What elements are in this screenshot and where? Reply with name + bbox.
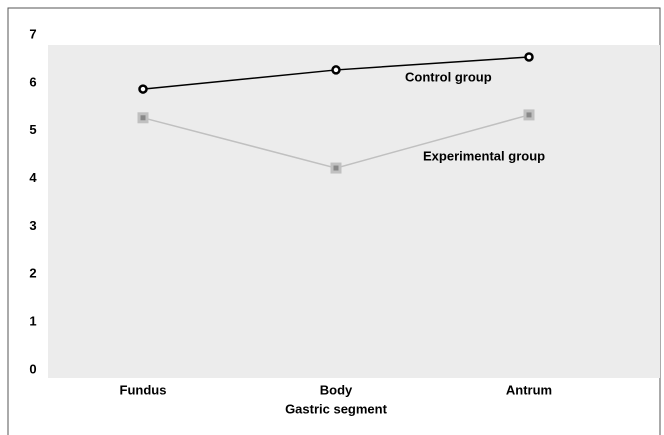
x-tick-label: Fundus [120,382,167,397]
marker [138,84,148,94]
x-tick-label: Antrum [506,382,552,397]
series-label: Experimental group [423,148,545,163]
y-tick-label: 7 [29,26,36,41]
series-label: Control group [405,69,492,84]
y-tick-label: 6 [29,74,36,89]
y-tick-label: 3 [29,218,36,233]
x-tick-label: Body [320,382,353,397]
marker [330,162,342,174]
y-tick-label: 4 [29,170,37,185]
marker [137,112,149,124]
y-tick-label: 5 [29,122,36,137]
marker [523,109,535,121]
y-tick-label: 2 [29,266,36,281]
x-axis-title: Gastric segment [285,401,388,416]
marker [331,65,341,75]
y-tick-label: 1 [29,314,36,329]
y-tick-label: 0 [29,361,36,376]
marker [524,52,534,62]
plot-area [48,45,660,378]
